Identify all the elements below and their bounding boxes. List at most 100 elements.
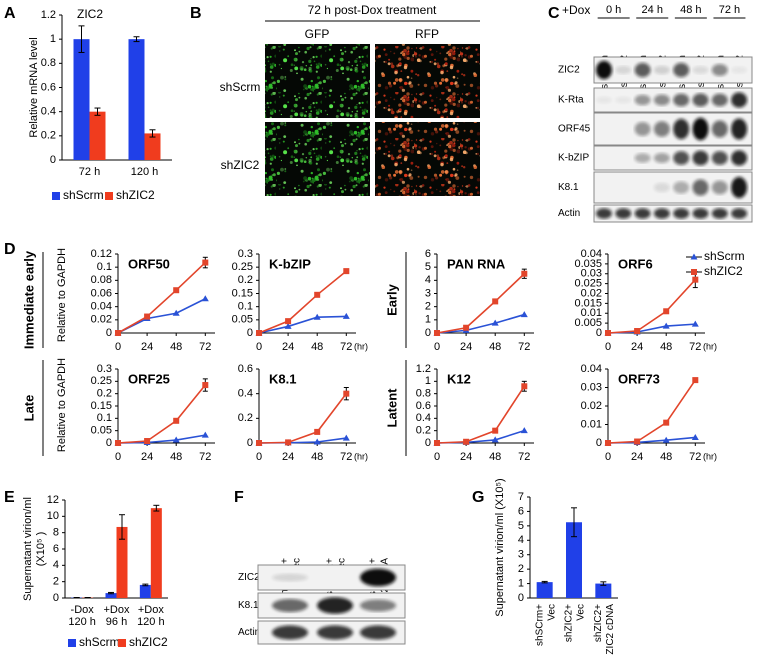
band [615,96,632,104]
x-tick-label: 0 [115,451,121,463]
point [342,312,350,319]
point [313,438,321,445]
y-tick-label: 0 [50,154,56,166]
band [653,208,670,219]
axis-title: Relative to GAPDH [56,248,68,342]
blot-label: K8.1 [558,182,579,193]
point [202,259,209,266]
x-tick-label: -Dox [71,604,95,616]
x-axis-title: (hr) [354,451,368,461]
x-tick-label: Vec [576,604,587,621]
band [634,62,651,78]
band [615,208,632,219]
y-tick-label: 0.15 [91,400,112,412]
legend-label: shZIC2 [704,264,743,278]
y-tick-label: 0.6 [416,400,431,412]
bar [536,582,553,598]
bar [595,583,612,598]
point [521,270,528,277]
error-bar [571,507,577,538]
point [492,427,499,434]
row-label: shScrm [220,80,261,94]
timepoint-label: 72 h [719,4,740,16]
y-tick-label: 0.015 [574,297,602,309]
legend-label: shZIC2 [116,188,155,202]
series-line [117,384,206,444]
band [711,208,728,219]
blot-label: K-bZIP [558,153,589,164]
y-tick-label: 8 [53,527,59,539]
x-tick-label: shZIC2+ [593,604,604,642]
point [663,419,670,426]
x-tick-label: 24 [282,451,294,463]
y-axis-title: Relative mRNA level [28,37,40,137]
error-bar [142,583,149,587]
x-tick-label: 48 [660,451,672,463]
group-label: Early [384,283,399,316]
band [673,118,690,140]
point [492,298,499,305]
point [173,417,180,424]
y-tick-label: 0 [247,437,253,449]
x-tick-label: 48 [170,451,182,463]
error-bar [119,514,125,540]
y-tick-label: 0.6 [41,81,56,93]
y-tick-label: 3 [425,287,431,299]
band [634,153,651,163]
y-tick-label: 0.05 [91,425,112,437]
band [673,208,690,219]
y-tick-label: 0.1 [97,412,112,424]
y-tick-label: 0.15 [232,287,253,299]
y-tick-label: 0.08 [91,274,112,286]
y-tick-label: 0.05 [232,314,253,326]
band [711,93,728,107]
x-axis-title: (hr) [703,451,717,461]
y-tick-label: 0 [425,437,431,449]
x-axis-title: (hr) [354,341,368,351]
series-line [258,393,347,444]
x-tick-label: 24 [631,341,643,353]
x-tick-label: 0 [605,341,611,353]
bar [89,111,106,160]
y-tick-label: 0 [106,437,112,449]
y-axis-title: (X10⁵ ) [35,532,47,567]
point [201,295,209,302]
point [342,434,350,441]
point [173,287,180,294]
bar [566,522,582,598]
point [256,330,262,336]
y-tick-label: 0.4 [238,388,253,400]
y-tick-label: 1.2 [416,363,431,375]
y-tick-label: 0.03 [581,381,602,393]
y-tick-label: 0.3 [238,248,253,260]
y-tick-label: 0.2 [416,425,431,437]
chart-title: K12 [447,371,471,386]
point [284,322,292,329]
blot-label: ORF45 [558,124,591,135]
y-tick-label: 0.1 [97,261,112,273]
y-tick-label: 0.12 [91,248,112,260]
point [115,440,121,446]
group-label: Immediate early [21,250,36,349]
column-label: RFP [415,27,439,41]
x-tick-label: 48 [311,341,323,353]
band [317,625,353,640]
timepoint-label: 0 h [606,4,621,16]
x-tick-label: shSCrm+ [534,604,545,646]
band [634,94,651,106]
band [731,66,748,74]
y-tick-label: 0.06 [91,287,112,299]
bar [73,39,90,160]
y-tick-label: 5 [425,261,431,273]
y-tick-label: 10 [47,510,59,522]
band [673,93,690,107]
y-tick-label: 0.6 [238,363,253,375]
blot-label: ZIC2 [238,572,260,583]
point [520,427,528,434]
point [692,276,699,283]
y-tick-label: 4 [53,559,59,571]
y-tick-label: 2 [518,563,524,575]
y-tick-label: 0.2 [97,388,112,400]
y-tick-label: 12 [47,494,59,506]
x-tick-label: 0 [605,451,611,463]
